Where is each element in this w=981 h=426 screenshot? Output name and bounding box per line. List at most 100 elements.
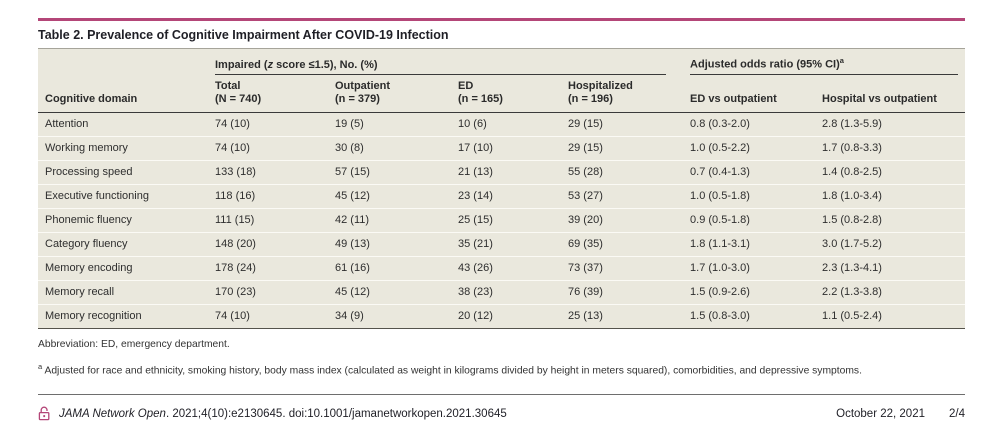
cell-total: 118 (16) bbox=[208, 183, 328, 209]
cell-ed: 35 (21) bbox=[451, 231, 561, 257]
col-header-outpatient-line2: (n = 379) bbox=[335, 92, 380, 105]
cell-domain: Memory recall bbox=[38, 279, 208, 305]
cell-total: 74 (10) bbox=[215, 118, 250, 131]
footnote-a-marker: a bbox=[38, 361, 43, 371]
col-header-domain: Cognitive domain bbox=[38, 74, 208, 113]
cell-total: 74 (10) bbox=[208, 135, 328, 161]
cell-ed: 23 (14) bbox=[451, 183, 561, 209]
cell-outpatient: 45 (12) bbox=[328, 183, 451, 209]
cell-aor_ed: 1.5 (0.8-3.0) bbox=[683, 303, 816, 328]
journal-name: JAMA Network Open bbox=[59, 407, 166, 420]
open-access-lock-icon bbox=[38, 406, 51, 421]
table-row: Memory recognition 74 (10) 34 (9) 20 (12) 25… bbox=[38, 303, 966, 328]
cell-domain: Memory recognition bbox=[38, 303, 208, 328]
cell-total: 178 (24) bbox=[208, 255, 328, 281]
cell-aor_ed: 1.0 (0.5-1.8) bbox=[683, 183, 816, 209]
cell-hospitalized: 55 (28) bbox=[561, 159, 684, 185]
group-header-impaired: Impaired (z score ≤1.5), No. (%) bbox=[208, 49, 683, 75]
cell-ed: 38 (23) bbox=[451, 279, 561, 305]
cell-outpatient: 57 (15) bbox=[328, 159, 451, 185]
cell-ed: 21 (13) bbox=[451, 159, 561, 185]
column-header-row: Cognitive domain Total (N = 740) Outpatie… bbox=[38, 74, 966, 113]
cell-total: 148 (20) bbox=[208, 231, 328, 257]
group-header-row: Impaired (z score ≤1.5), No. (%) Adjuste… bbox=[38, 49, 965, 75]
cell-outpatient: 61 (16) bbox=[328, 255, 451, 281]
table-row: Working memory 74 (10) 30 (8) 17 (10) 29 (15… bbox=[38, 135, 966, 161]
page-number: 2/4 bbox=[949, 407, 965, 420]
cell-aor_ed: 1.8 (1.1-3.1) bbox=[683, 231, 816, 257]
col-header-hospitalized-line1: Hospitalized bbox=[568, 79, 633, 92]
table-row: Category fluency 148 (20) 49 (13) 35 (21) 69… bbox=[38, 231, 966, 257]
citation-rest: . 2021;4(10):e2130645. doi:10.1001/jaman… bbox=[165, 407, 507, 420]
cell-outpatient: 19 (5) bbox=[335, 118, 364, 131]
col-header-outpatient-line1: Outpatient bbox=[335, 79, 390, 92]
col-header-total-line2: (N = 740) bbox=[215, 92, 262, 105]
cell-aor_hosp: 1.8 (1.0-3.4) bbox=[815, 183, 966, 209]
cell-hospitalized: 29 (15) bbox=[561, 135, 684, 161]
cell-hospitalized: 76 (39) bbox=[561, 279, 684, 305]
cell-aor_hosp: 2.3 (1.3-4.1) bbox=[815, 255, 966, 281]
page-content: Table 2. Prevalence of Cognitive Impairm… bbox=[38, 0, 966, 421]
footer-rule bbox=[38, 394, 965, 396]
cell-domain: Attention bbox=[45, 118, 89, 131]
col-header-ed: ED (n = 165) bbox=[451, 74, 561, 113]
cell-ed: 10 (6) bbox=[458, 118, 487, 131]
cell-total: 133 (18) bbox=[208, 159, 328, 185]
table-row: Phonemic fluency 111 (15) 42 (11) 25 (15) 39… bbox=[38, 207, 966, 233]
cell-domain: Working memory bbox=[38, 135, 208, 161]
cell-hospitalized: 69 (35) bbox=[561, 231, 684, 257]
cell-aor_ed: 1.0 (0.5-2.2) bbox=[683, 135, 816, 161]
footnote-a-text: Adjusted for race and ethnicity, smoking… bbox=[42, 365, 862, 377]
table-row: Processing speed 133 (18) 57 (15) 21 (13) 55… bbox=[38, 159, 966, 185]
cell-outpatient: 34 (9) bbox=[328, 303, 451, 328]
group-impaired-label-rest: score ≤1.5), No. (%) bbox=[273, 58, 378, 71]
cell-aor_ed: 0.8 (0.3-2.0) bbox=[690, 118, 750, 131]
col-header-hospitalized: Hospitalized (n = 196) bbox=[561, 74, 684, 113]
col-header-ed-line1: ED bbox=[458, 79, 474, 92]
accent-bar bbox=[38, 18, 965, 21]
col-header-aor-ed: ED vs outpatient bbox=[683, 74, 816, 113]
cell-aor_ed: 0.7 (0.4-1.3) bbox=[683, 159, 816, 185]
group-impaired-z: z bbox=[267, 58, 274, 71]
cell-total: 111 (15) bbox=[208, 207, 328, 233]
cell-ed: 43 (26) bbox=[451, 255, 561, 281]
group-aor-footnote-marker: a bbox=[839, 56, 844, 65]
cell-aor_ed: 0.9 (0.5-1.8) bbox=[683, 207, 816, 233]
cell-outpatient: 45 (12) bbox=[328, 279, 451, 305]
col-header-outpatient: Outpatient (n = 379) bbox=[328, 74, 451, 113]
footnote-a: a Adjusted for race and ethnicity, smoki… bbox=[38, 361, 965, 377]
group-header-aor: Adjusted odds ratio (95% CI)a bbox=[683, 49, 965, 75]
col-header-ed-line2: (n = 165) bbox=[458, 92, 503, 105]
cell-aor_hosp: 2.8 (1.3-5.9) bbox=[822, 118, 882, 131]
cell-aor_hosp: 1.5 (0.8-2.8) bbox=[815, 207, 966, 233]
cell-domain: Phonemic fluency bbox=[38, 207, 208, 233]
table-row: Memory encoding 178 (24) 61 (16) 43 (26) 73 … bbox=[38, 255, 966, 281]
cell-ed: 25 (15) bbox=[451, 207, 561, 233]
group-impaired-label: Impaired ( bbox=[215, 58, 268, 71]
cell-domain: Executive functioning bbox=[38, 183, 208, 209]
publication-date: October 22, 2021 bbox=[836, 407, 925, 420]
cell-aor_ed: 1.7 (1.0-3.0) bbox=[683, 255, 816, 281]
prevalence-table: Impaired (z score ≤1.5), No. (%) Adjuste… bbox=[38, 48, 966, 329]
cell-hospitalized: 39 (20) bbox=[561, 207, 684, 233]
cell-domain: Category fluency bbox=[38, 231, 208, 257]
col-header-total: Total (N = 740) bbox=[208, 74, 328, 113]
page-footer: JAMA Network Open. 2021;4(10):e2130645. … bbox=[38, 395, 965, 421]
cell-ed: 20 (12) bbox=[451, 303, 561, 328]
group-aor-label: Adjusted odds ratio (95% CI) bbox=[690, 58, 840, 71]
table-title: Table 2. Prevalence of Cognitive Impairm… bbox=[38, 28, 449, 42]
cell-aor_hosp: 3.0 (1.7-5.2) bbox=[815, 231, 966, 257]
cell-aor_hosp: 1.1 (0.5-2.4) bbox=[815, 303, 966, 328]
table-body: Attention 74 (10) 19 (5) 10 (6) 29 (15) 0.8 (… bbox=[38, 112, 966, 328]
cell-domain: Memory encoding bbox=[38, 255, 208, 281]
cell-aor_hosp: 2.2 (1.3-3.8) bbox=[815, 279, 966, 305]
cell-total: 74 (10) bbox=[208, 303, 328, 328]
cell-outpatient: 49 (13) bbox=[328, 231, 451, 257]
cell-hospitalized: 29 (15) bbox=[568, 118, 603, 131]
citation: JAMA Network Open. 2021;4(10):e2130645. … bbox=[59, 408, 507, 420]
cell-hospitalized: 25 (13) bbox=[561, 303, 684, 328]
table-row: Executive functioning 118 (16) 45 (12) 23 (… bbox=[38, 183, 966, 209]
cell-outpatient: 30 (8) bbox=[328, 135, 451, 161]
table-row: Memory recall 170 (23) 45 (12) 38 (23) 76 (3… bbox=[38, 279, 966, 305]
cell-domain: Processing speed bbox=[38, 159, 208, 185]
